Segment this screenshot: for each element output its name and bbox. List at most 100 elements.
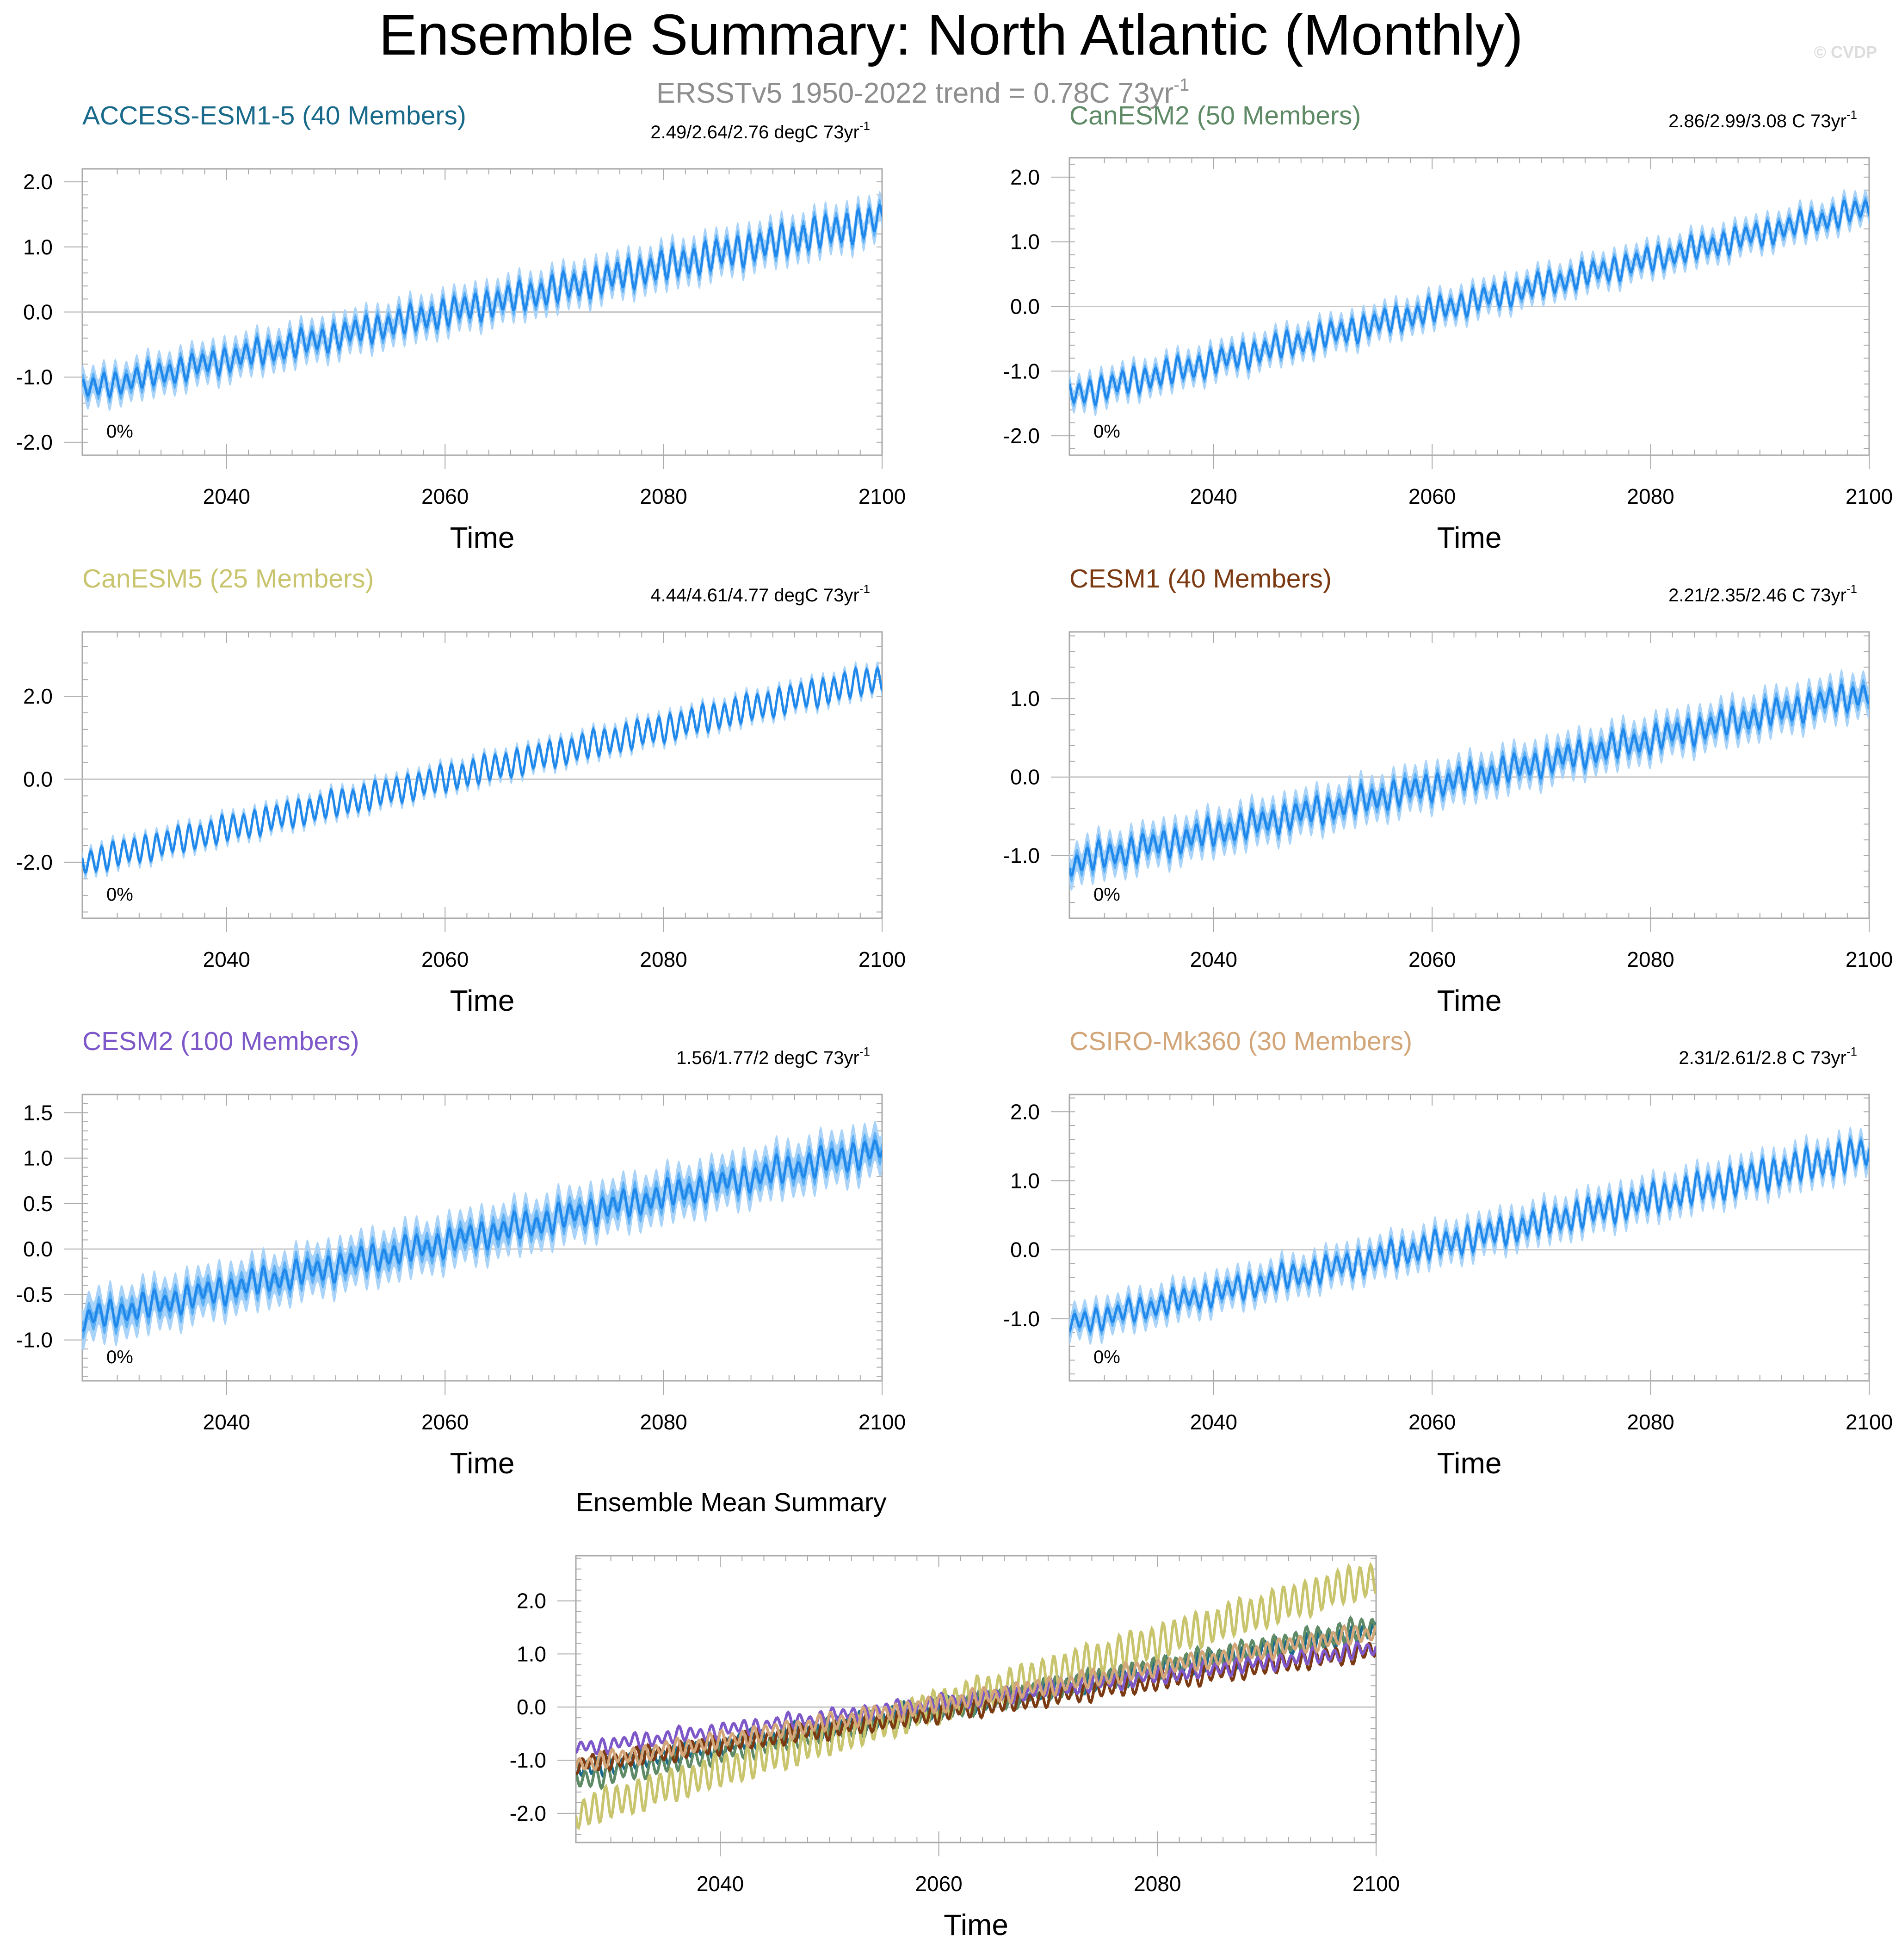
plot-area	[576, 1562, 1376, 1830]
x-axis-label: Time	[450, 1447, 515, 1480]
x-tick-label: 2080	[1134, 1872, 1181, 1896]
x-tick-label: 2060	[1408, 1410, 1456, 1434]
y-tick-label: 1.0	[1010, 1169, 1040, 1193]
y-tick-label: -2.0	[1003, 424, 1040, 448]
y-tick-label: 2.0	[23, 170, 53, 194]
trend-exponent: -1	[859, 1045, 870, 1058]
panels-group: -2.0 -1.0 0.0 1.0 2.0 2040 2060 2080 2100 Time ACC…	[16, 101, 1893, 1941]
plot-frame	[1068, 1094, 1870, 1382]
percent-label: 0%	[106, 421, 133, 442]
y-tick-label: 1.0	[23, 1146, 53, 1170]
ensemble-mean-line	[82, 204, 882, 400]
trend-label: 2.49/2.64/2.76 degC 73yr-1	[650, 119, 870, 142]
x-axis-label: Time	[1437, 521, 1502, 554]
plot-area	[1069, 189, 1869, 416]
y-tick-label: 2.0	[23, 684, 53, 708]
panel-title: ACCESS-ESM1-5 (40 Members)	[82, 101, 466, 130]
spread-band-outer	[82, 191, 882, 412]
subtitle-text: ERSSTv5 1950-2022 trend = 0.78C 73yr	[656, 77, 1173, 109]
ensemble-mean-line	[1069, 1138, 1869, 1333]
x-tick-label: 2040	[1190, 1410, 1237, 1434]
x-tick-label: 2040	[697, 1872, 744, 1896]
trend-label: 4.44/4.61/4.77 degC 73yr-1	[650, 582, 870, 606]
y-tick-label: -2.0	[16, 850, 53, 874]
trend-value: 1.56/1.77/2 degC 73yr	[676, 1048, 859, 1068]
percent-label: 0%	[106, 1347, 133, 1367]
plot-area	[82, 191, 882, 412]
y-tick-label: 2.0	[1010, 165, 1040, 189]
x-tick-label: 2100	[1846, 484, 1893, 508]
x-tick-label: 2080	[1627, 1410, 1674, 1434]
percent-label: 0%	[1093, 1347, 1120, 1367]
panel-access-esm1-5: -2.0 -1.0 0.0 1.0 2.0 2040 2060 2080 2100 Time ACC…	[16, 101, 906, 554]
panel-cesm1: -1.0 0.0 1.0 2040 2060 2080 2100 Time CESM1 (40 …	[1003, 564, 1893, 1017]
plot-area	[1069, 669, 1869, 891]
y-tick-label: -1.0	[16, 1328, 53, 1352]
x-tick-label: 2060	[421, 484, 469, 508]
percent-label: 0%	[106, 884, 133, 905]
y-tick-label: 0.0	[517, 1695, 546, 1719]
plot-frame	[1068, 631, 1870, 919]
x-tick-label: 2100	[858, 484, 906, 508]
x-axis-label: Time	[1437, 1447, 1502, 1480]
x-tick-label: 2100	[1846, 947, 1893, 971]
figure-subtitle: ERSSTv5 1950-2022 trend = 0.78C 73yr-1	[656, 75, 1189, 109]
panel-title: CESM1 (40 Members)	[1069, 564, 1332, 594]
y-tick-label: 0.0	[23, 1237, 53, 1261]
trend-exponent: -1	[1846, 582, 1857, 596]
y-tick-label: 1.0	[1010, 230, 1040, 254]
trend-value: 2.31/2.61/2.8 C 73yr	[1679, 1048, 1846, 1068]
x-tick-label: 2060	[421, 947, 469, 971]
trend-label: 2.86/2.99/3.08 C 73yr-1	[1668, 108, 1857, 131]
trend-label: 2.21/2.35/2.46 C 73yr-1	[1668, 582, 1857, 606]
series-line-csiro-mk360	[576, 1624, 1376, 1772]
x-tick-label: 2080	[640, 947, 687, 971]
y-tick-label: 1.5	[23, 1101, 53, 1125]
panel-cesm2: -1.0 -0.5 0.0 0.5 1.0 1.5 2040 2060 2080 2100 Time…	[16, 1026, 906, 1480]
x-tick-label: 2100	[1352, 1872, 1400, 1896]
panel-title: CanESM2 (50 Members)	[1069, 101, 1361, 130]
x-axis-label: Time	[944, 1908, 1008, 1941]
y-tick-label: -1.0	[1003, 843, 1040, 867]
y-tick-label: 0.0	[1010, 765, 1040, 789]
y-tick-label: -1.0	[1003, 1307, 1040, 1331]
trend-label: 2.31/2.61/2.8 C 73yr-1	[1679, 1045, 1857, 1068]
trend-value: 2.21/2.35/2.46 C 73yr	[1668, 585, 1846, 606]
percent-label: 0%	[1093, 884, 1120, 905]
trend-exponent: -1	[859, 119, 870, 133]
plot-frame	[575, 1555, 1377, 1843]
x-tick-label: 2080	[640, 484, 687, 508]
plot-area	[82, 661, 882, 880]
x-tick-label: 2060	[421, 1410, 469, 1434]
trend-exponent: -1	[859, 582, 870, 596]
y-tick-label: 1.0	[1010, 686, 1040, 711]
x-tick-label: 2100	[858, 1410, 906, 1434]
x-tick-label: 2080	[1627, 947, 1674, 971]
x-tick-label: 2040	[203, 947, 250, 971]
panel-csiro-mk360: -1.0 0.0 1.0 2.0 2040 2060 2080 2100 Time CSIRO-M…	[1003, 1026, 1893, 1480]
x-axis-label: Time	[450, 521, 515, 554]
y-tick-label: -1.0	[16, 365, 53, 389]
series-line-canesm5	[576, 1562, 1376, 1830]
panel-title: Ensemble Mean Summary	[576, 1488, 887, 1517]
y-tick-label: -1.0	[1003, 359, 1040, 383]
panel-ensemble-mean: -2.0 -1.0 0.0 1.0 2.0 2040 2060 2080 2100 Time Ens…	[510, 1488, 1400, 1941]
x-tick-label: 2060	[1408, 484, 1456, 508]
x-axis-label: Time	[450, 984, 515, 1017]
trend-exponent: -1	[1846, 1045, 1857, 1058]
x-tick-label: 2100	[1846, 1410, 1893, 1434]
y-tick-label: -1.0	[510, 1748, 546, 1772]
percent-label: 0%	[1093, 421, 1120, 442]
panel-title: CanESM5 (25 Members)	[82, 564, 374, 594]
panel-title: CESM2 (100 Members)	[82, 1026, 359, 1056]
x-tick-label: 2040	[203, 484, 250, 508]
trend-value: 2.49/2.64/2.76 degC 73yr	[650, 122, 859, 142]
y-tick-label: -2.0	[510, 1801, 546, 1825]
x-axis-label: Time	[1437, 984, 1502, 1017]
ensemble-mean-line	[82, 666, 882, 874]
y-tick-label: 1.0	[23, 235, 53, 259]
y-tick-label: 0.0	[23, 767, 53, 791]
x-tick-label: 2040	[1190, 947, 1237, 971]
plot-area	[1069, 1126, 1869, 1346]
y-tick-label: 0.0	[1010, 295, 1040, 319]
